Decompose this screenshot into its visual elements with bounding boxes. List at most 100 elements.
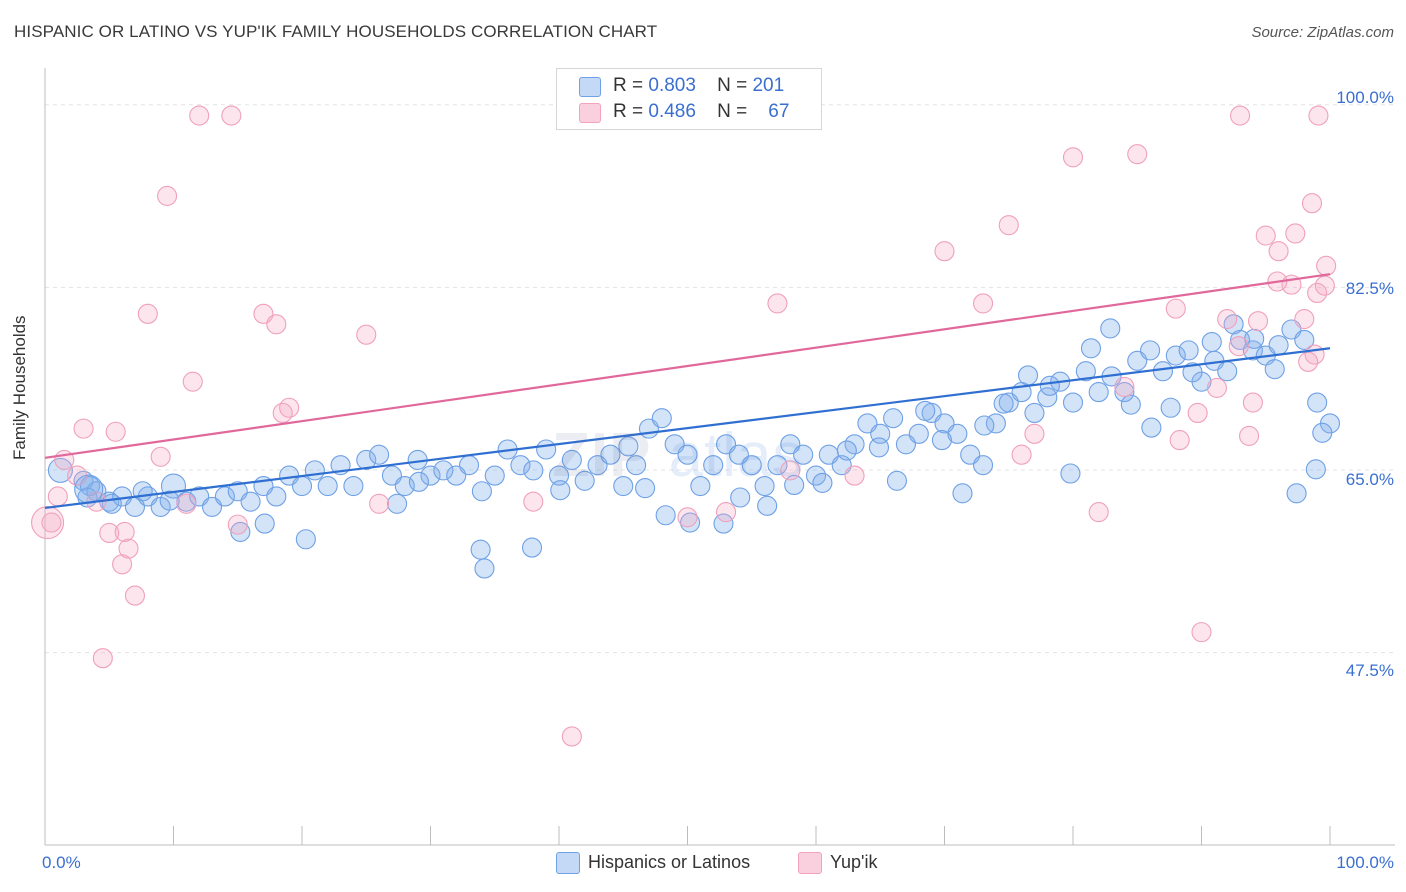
legend-swatch-blue bbox=[579, 77, 601, 97]
hispanic-point bbox=[600, 444, 621, 465]
hispanic-point bbox=[408, 471, 429, 492]
hispanic-point bbox=[767, 455, 788, 476]
yupik-point bbox=[715, 502, 737, 523]
trend-lines bbox=[44, 273, 1331, 510]
yupik-point bbox=[1314, 275, 1335, 296]
yupik-point bbox=[1062, 147, 1084, 168]
yupik-point bbox=[189, 105, 210, 126]
hispanic-point bbox=[1024, 402, 1045, 424]
legend-swatch-blue bbox=[556, 852, 580, 874]
hispanic-point bbox=[1305, 459, 1326, 480]
hispanic-point bbox=[1060, 463, 1081, 484]
hispanic-point bbox=[1312, 422, 1333, 443]
hispanic-point bbox=[132, 481, 153, 502]
legend-swatch-pink bbox=[579, 103, 601, 123]
hispanic-point bbox=[757, 495, 778, 516]
hispanic-point bbox=[730, 487, 751, 508]
hispanic-point bbox=[343, 475, 364, 497]
hispanic-point bbox=[317, 475, 338, 497]
yupik-point bbox=[31, 505, 65, 540]
hispanic-point bbox=[356, 449, 377, 470]
hispanic-point bbox=[474, 558, 495, 579]
y-tick-label: 82.5% bbox=[1345, 279, 1394, 298]
hispanic-point bbox=[836, 440, 857, 461]
hispanic-point bbox=[1307, 392, 1328, 413]
legend-r-label: R = bbox=[613, 75, 644, 96]
yupik-point bbox=[1268, 241, 1289, 262]
y-axis-label: Family Households bbox=[10, 315, 29, 460]
yupik-point bbox=[157, 185, 178, 206]
hispanic-point bbox=[47, 457, 73, 483]
hispanic-point bbox=[1165, 345, 1186, 366]
yupik-point bbox=[272, 402, 293, 424]
hispanic-point bbox=[523, 460, 544, 481]
hispanic-point bbox=[915, 400, 936, 421]
hispanic-point bbox=[1088, 382, 1109, 403]
bottom-legend-label: Hispanics or Latinos bbox=[588, 852, 751, 872]
chart-title: HISPANIC OR LATINO VS YUP'IK FAMILY HOUS… bbox=[14, 22, 658, 41]
legend-n-value: 201 bbox=[752, 75, 785, 96]
hispanic-point bbox=[618, 436, 639, 457]
yupik-point bbox=[1294, 309, 1315, 330]
hispanic-point bbox=[793, 444, 814, 465]
yupik-point bbox=[934, 241, 955, 262]
hispanic-point bbox=[420, 465, 441, 486]
hispanic-point bbox=[1114, 382, 1135, 403]
hispanic-point bbox=[974, 415, 995, 436]
hispanic-point bbox=[1152, 361, 1173, 382]
hispanic-point bbox=[304, 460, 325, 481]
legend-n-label: N = bbox=[717, 75, 748, 96]
yupik-point bbox=[47, 486, 68, 507]
hispanic-point bbox=[230, 521, 251, 542]
yupik-point bbox=[998, 215, 1019, 236]
watermark: ZIP atlas bbox=[552, 420, 805, 491]
hispanic-point bbox=[931, 430, 952, 451]
yupik-point bbox=[1127, 144, 1148, 165]
hispanic-point bbox=[1140, 340, 1161, 361]
yupik-point bbox=[1228, 336, 1249, 357]
yupik-point bbox=[1114, 376, 1135, 397]
hispanic-point bbox=[886, 470, 908, 491]
hispanic-point bbox=[548, 465, 570, 486]
yupik-point bbox=[266, 314, 287, 335]
hispanic-point bbox=[690, 475, 711, 497]
yupik-point bbox=[972, 293, 994, 314]
yupik-point bbox=[1191, 622, 1212, 643]
yupik-point bbox=[150, 446, 171, 467]
yupik-point bbox=[1247, 311, 1269, 332]
stats-legend: R = 0.803 N = 201 R = 0.486 N = 67 bbox=[556, 68, 822, 130]
hispanic-point bbox=[1182, 362, 1203, 383]
hispanic-point bbox=[1141, 417, 1162, 438]
hispanic-point bbox=[993, 393, 1014, 414]
hispanic-point bbox=[655, 505, 676, 526]
hispanic-point bbox=[952, 483, 973, 504]
yupik-point bbox=[1187, 402, 1208, 424]
y-tick-label: 65.0% bbox=[1345, 470, 1394, 489]
hispanic-point bbox=[550, 480, 571, 501]
hispanic-point bbox=[972, 455, 994, 476]
yupik-point bbox=[176, 493, 197, 514]
hispanic-point bbox=[387, 493, 408, 514]
axes bbox=[44, 68, 1395, 846]
yupik-point bbox=[1024, 423, 1045, 444]
yupik-point bbox=[105, 421, 126, 442]
hispanic-point bbox=[1062, 392, 1084, 413]
yupik-point bbox=[1206, 377, 1227, 398]
hispanic-point bbox=[433, 460, 454, 481]
yupik-point bbox=[1301, 193, 1323, 214]
hispanic-point bbox=[295, 529, 316, 550]
hispanic-point bbox=[680, 512, 701, 533]
yupik-point bbox=[1255, 225, 1276, 246]
legend-r-label: R = bbox=[613, 101, 644, 122]
hispanic-point bbox=[458, 455, 480, 476]
x-tick-label-max: 100.0% bbox=[1336, 853, 1394, 872]
hispanic-point bbox=[1160, 397, 1181, 418]
bottom-legend-label: Yup'ik bbox=[830, 852, 878, 872]
yupik-point bbox=[124, 585, 145, 606]
yupik-point bbox=[369, 493, 390, 514]
yupik-point bbox=[118, 538, 139, 559]
yupik-point bbox=[523, 491, 544, 512]
hispanic-point bbox=[1075, 361, 1096, 382]
hispanic-point bbox=[159, 490, 180, 511]
hispanic-point bbox=[1120, 394, 1141, 415]
